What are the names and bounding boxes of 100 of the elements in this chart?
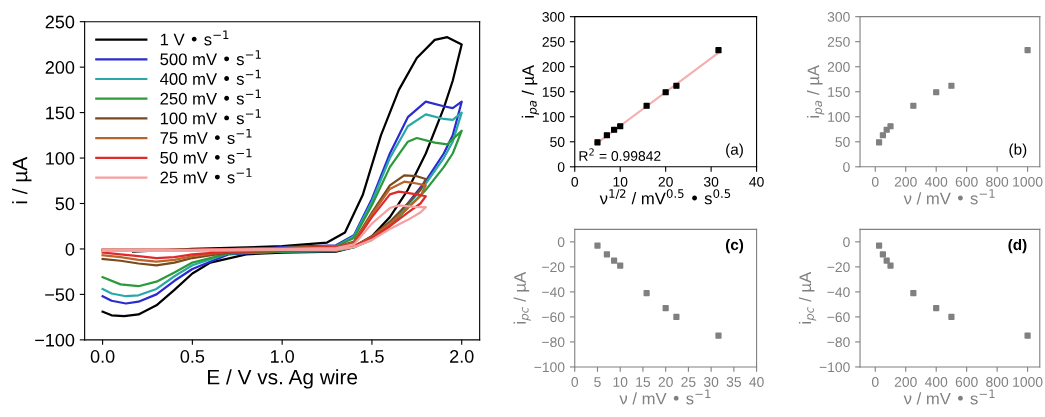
- y-tick-label: −100: [534, 362, 565, 373]
- x-tick-label: 400: [924, 176, 948, 187]
- y-tick-label: 300: [827, 12, 850, 22]
- y-tick-label: −50: [45, 288, 75, 302]
- y-tick-label: 250: [827, 37, 850, 47]
- point: [879, 251, 886, 258]
- y-tick-label: −80: [542, 337, 565, 348]
- y-tick-label: 200: [827, 62, 850, 72]
- x-axis-title: E / V vs. Ag wire: [208, 369, 358, 389]
- x-tick-label: 30: [703, 176, 719, 187]
- point: [643, 290, 650, 297]
- x-tick-label: 600: [955, 377, 978, 387]
- y-tick-label: 250: [45, 15, 75, 29]
- point: [1024, 332, 1031, 339]
- point: [933, 305, 940, 312]
- x-axis-title: ν / mV • s$^{−1}$: [903, 389, 995, 405]
- x-tick-label: 1.5: [360, 350, 384, 363]
- x-tick-label: 40: [749, 176, 764, 187]
- legend-label: 50 mV • s$^{−1}$: [160, 148, 252, 164]
- point: [715, 332, 722, 339]
- x-axis-title: ν / mV • s$^{−1}$: [619, 389, 711, 405]
- annotation: (b): [1009, 143, 1027, 158]
- point: [611, 126, 618, 133]
- point: [643, 102, 650, 109]
- x-tick-label: 20: [658, 176, 673, 187]
- x-tick-label: 0.0: [90, 350, 115, 363]
- y-tick-label: 300: [542, 12, 565, 22]
- y-tick-label: −40: [827, 287, 850, 298]
- point: [603, 132, 610, 139]
- point: [611, 257, 618, 264]
- legend-label: 250 mV • s$^{−1}$: [160, 89, 261, 105]
- y-tick-label: 200: [542, 62, 565, 72]
- y-tick-label: −100: [819, 362, 850, 373]
- annotation: (c): [725, 238, 744, 254]
- y-tick-label: 0: [557, 237, 565, 248]
- y-axis-title: i$_{pa}$ / µA: [807, 65, 825, 118]
- point: [910, 102, 917, 109]
- point: [879, 132, 886, 139]
- x-tick-label: 25: [681, 377, 696, 387]
- y-tick-label: −40: [542, 287, 565, 298]
- y-tick-label: −60: [542, 312, 565, 323]
- y-tick-label: 150: [828, 87, 850, 97]
- x-tick-label: 0: [871, 377, 879, 387]
- y-tick-label: 50: [550, 137, 565, 147]
- y-tick-label: 150: [542, 87, 565, 97]
- point: [673, 82, 680, 89]
- y-axis-title: i / µA: [12, 156, 32, 204]
- legend-label: 25 mV • s$^{−1}$: [160, 168, 252, 184]
- point: [617, 123, 624, 130]
- point: [662, 89, 669, 96]
- y-tick-label: −80: [827, 337, 850, 348]
- x-tick-label: 1000: [1013, 377, 1043, 387]
- y-tick-label: 50: [55, 197, 75, 211]
- annotation: (a): [726, 143, 743, 158]
- y-tick-label: −20: [827, 262, 850, 273]
- point: [662, 305, 669, 312]
- point: [887, 262, 894, 269]
- x-tick-label: 10: [613, 176, 628, 187]
- y-axis-title: i$_{pc}$ / µA: [513, 271, 531, 324]
- x-tick-label: 400: [924, 377, 948, 387]
- x-tick-label: 20: [658, 377, 673, 387]
- point: [673, 313, 680, 321]
- x-tick-label: 0: [871, 176, 879, 187]
- y-tick-label: 150: [46, 106, 75, 120]
- y-tick-label: 100: [828, 112, 850, 122]
- point: [594, 242, 601, 249]
- x-tick-label: 0: [571, 377, 579, 387]
- legend-label: 100 mV • s$^{−1}$: [160, 109, 261, 125]
- x-tick-label: 10: [613, 377, 628, 387]
- legend-label: 1 V • s$^{−1}$: [160, 30, 229, 46]
- y-axis-title: i$_{pc}$ / µA: [798, 271, 817, 324]
- y-tick-label: 50: [835, 137, 850, 147]
- x-tick-label: 30: [703, 377, 719, 387]
- y-tick-label: 0: [557, 162, 565, 172]
- y-tick-label: 0: [843, 162, 850, 172]
- annotation: (d): [1008, 238, 1027, 254]
- y-tick-label: −20: [542, 262, 565, 273]
- y-tick-label: 100: [46, 151, 75, 165]
- x-tick-label: 600: [955, 176, 978, 187]
- y-tick-label: 100: [542, 112, 565, 122]
- legend-label: 75 mV • s$^{−1}$: [160, 128, 252, 144]
- x-tick-label: 1.0: [270, 350, 294, 363]
- x-tick-label: 1000: [1013, 176, 1043, 187]
- line-series: [101, 204, 427, 252]
- point: [948, 313, 955, 321]
- y-tick-label: 200: [45, 61, 75, 74]
- y-tick-label: 0: [65, 242, 75, 256]
- x-tick-label: 200: [894, 377, 917, 387]
- x-tick-label: 0.5: [180, 350, 205, 363]
- x-tick-label: 200: [894, 176, 917, 187]
- point: [875, 242, 883, 249]
- x-tick-label: 5: [594, 377, 601, 387]
- y-tick-label: −100: [35, 333, 75, 347]
- point: [948, 82, 955, 89]
- x-axis-title: ν$^{1/2}$ / mV$^{0.5}$ • s$^{0.5}$: [599, 189, 731, 205]
- legend-label: 500 mV • s$^{−1}$: [160, 50, 261, 66]
- x-tick-label: 0: [571, 176, 579, 187]
- x-tick-label: 800: [986, 176, 1009, 187]
- x-tick-label: 15: [636, 377, 651, 387]
- point: [933, 89, 940, 96]
